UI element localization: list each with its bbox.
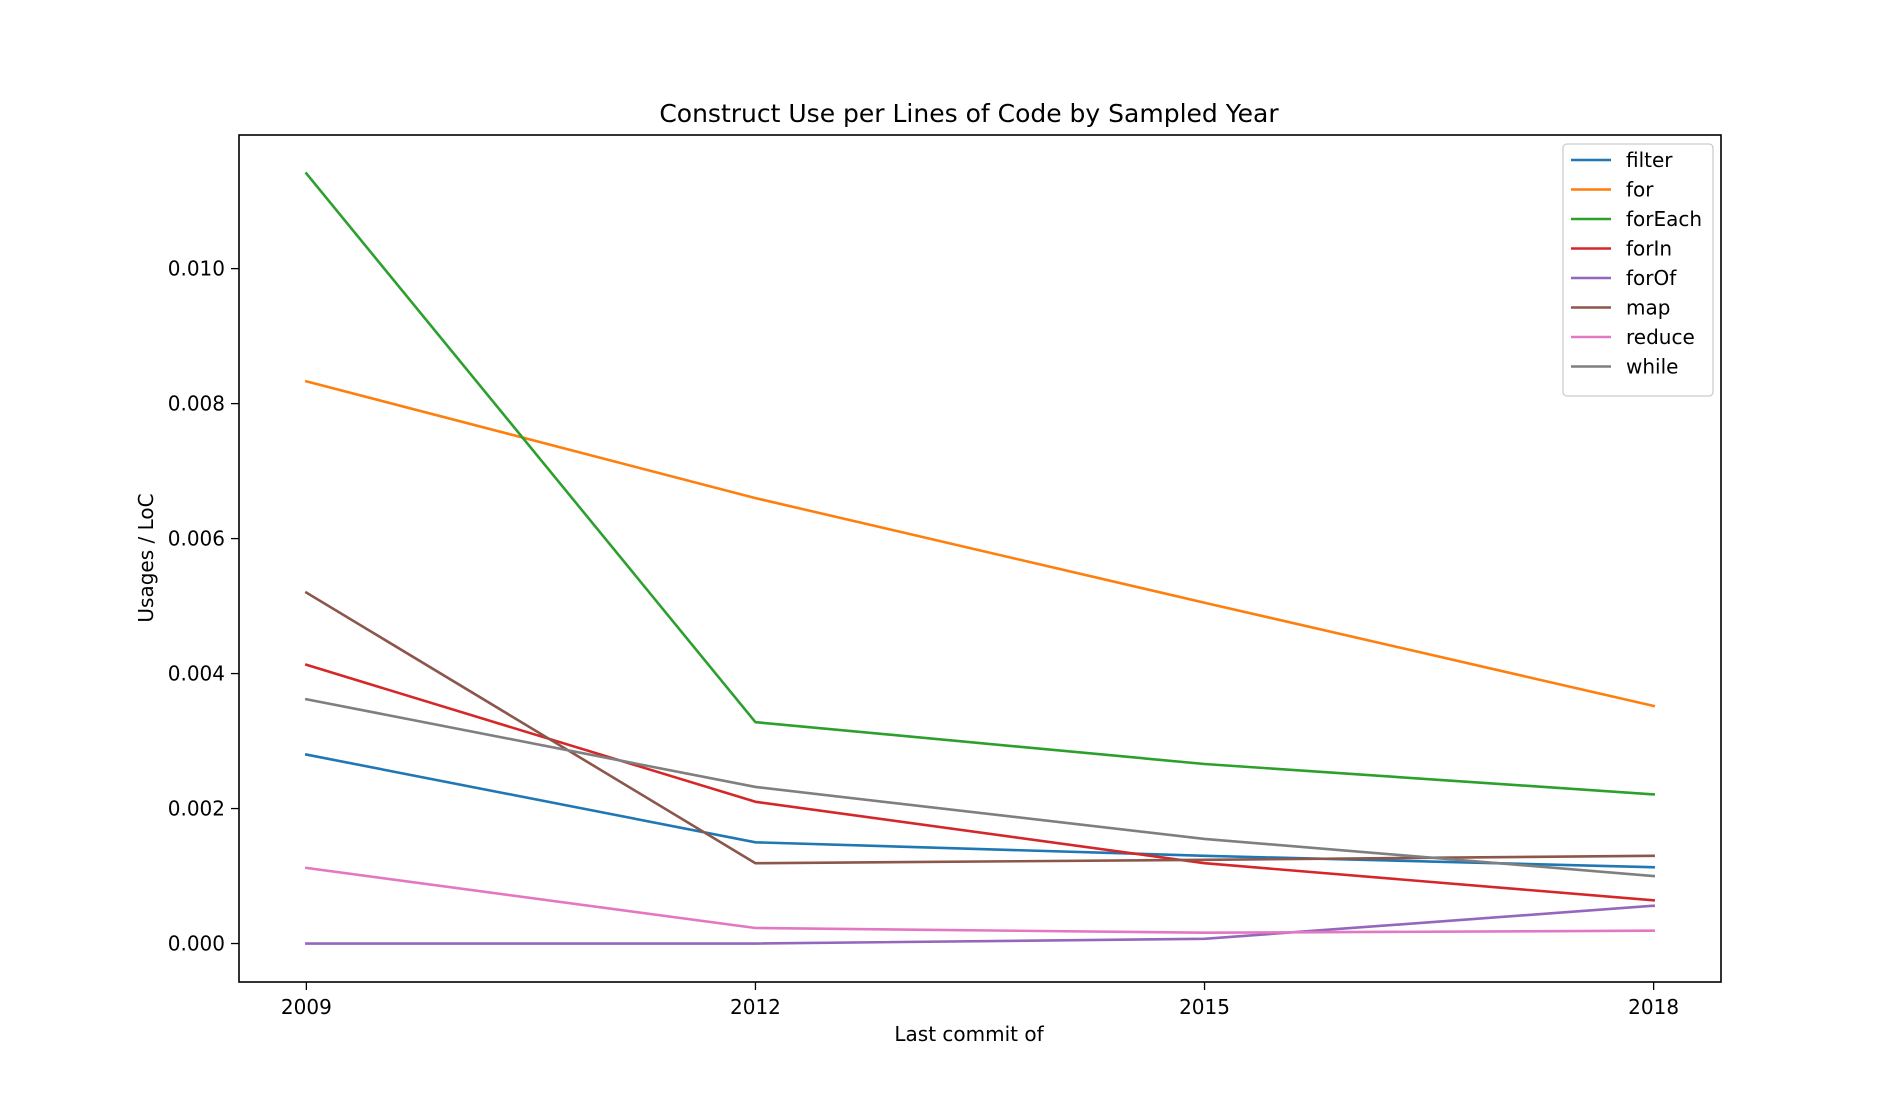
series-line-forEach xyxy=(304,171,1656,796)
y-tick-label: 0.000 xyxy=(168,932,225,956)
y-tick-label: 0.004 xyxy=(168,662,225,686)
legend-label-filter: filter xyxy=(1626,148,1673,172)
series-line-filter xyxy=(304,753,1655,869)
y-tick-label: 0.010 xyxy=(168,257,225,281)
legend-label-reduce: reduce xyxy=(1626,325,1695,349)
legend-label-map: map xyxy=(1626,296,1670,320)
plot-area: 2009 2012 2015 2018 0.000 0.002 0.004 0.006 0.00… xyxy=(168,134,1722,1019)
series-line-reduce xyxy=(304,866,1655,935)
y-axis-label: Usages / LoC xyxy=(134,493,158,622)
y-tick-label: 0.002 xyxy=(168,797,225,821)
legend-label-while: while xyxy=(1626,355,1678,379)
x-tick-label: 2018 xyxy=(1628,995,1679,1019)
series-line-while xyxy=(304,697,1656,878)
x-axis-label: Last commit of xyxy=(894,1022,1044,1046)
x-tick-label: 2009 xyxy=(281,995,332,1019)
y-tick-label: 0.008 xyxy=(168,392,225,416)
chart-title: Construct Use per Lines of Code by Sampl… xyxy=(659,99,1279,128)
legend-label-forOf: forOf xyxy=(1626,266,1677,290)
x-tick-label: 2012 xyxy=(730,995,781,1019)
plot-frame xyxy=(238,134,1722,983)
legend: filter for forEach forIn forOf map reduce while xyxy=(1562,143,1714,397)
series-line-forOf xyxy=(305,904,1656,945)
legend-box xyxy=(1562,143,1714,397)
x-tick-label: 2015 xyxy=(1179,995,1230,1019)
series-line-for xyxy=(304,379,1656,708)
series-line-forIn xyxy=(304,663,1656,902)
legend-label-for: for xyxy=(1626,178,1654,202)
legend-label-forIn: forIn xyxy=(1626,237,1672,261)
legend-label-forEach: forEach xyxy=(1626,207,1702,231)
y-tick-label: 0.006 xyxy=(168,527,225,551)
